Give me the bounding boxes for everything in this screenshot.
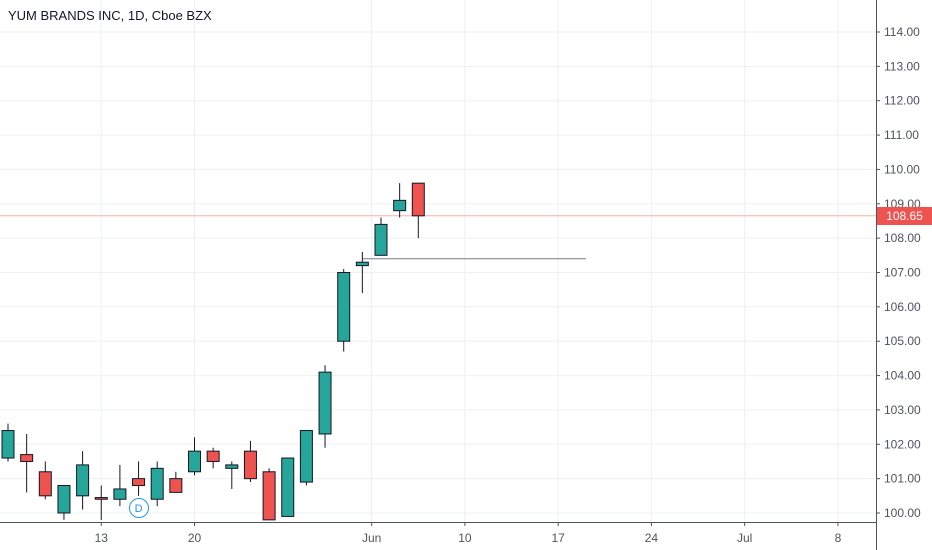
x-tick-label: 10 bbox=[458, 531, 472, 545]
y-tick-label: 101.00 bbox=[884, 472, 921, 486]
candle bbox=[411, 182, 425, 239]
candle-body bbox=[188, 450, 201, 473]
x-tick-label: 20 bbox=[188, 531, 202, 545]
candle-body bbox=[262, 471, 276, 521]
candle bbox=[1, 423, 15, 462]
x-tick-label: 24 bbox=[645, 531, 659, 545]
candle-body bbox=[38, 471, 52, 497]
candle-body bbox=[1, 430, 15, 459]
candle-body bbox=[299, 430, 313, 483]
y-tick-label: 108.00 bbox=[884, 231, 921, 245]
candle bbox=[113, 464, 127, 507]
candle bbox=[206, 447, 220, 469]
chart-title: YUM BRANDS INC, 1D, Cboe BZX bbox=[8, 8, 212, 23]
candle bbox=[188, 437, 201, 476]
candle bbox=[374, 217, 388, 256]
candle-body bbox=[337, 272, 351, 342]
candle bbox=[262, 468, 276, 521]
x-tick-label: 13 bbox=[95, 531, 109, 545]
y-tick-label: 112.00 bbox=[884, 94, 920, 108]
y-tick-label: 111.00 bbox=[884, 128, 919, 142]
x-tick-label: Jun bbox=[362, 531, 381, 545]
candle-body bbox=[113, 488, 127, 500]
candle bbox=[150, 461, 164, 507]
candle-body bbox=[169, 478, 183, 493]
candle bbox=[318, 365, 332, 448]
candle-body bbox=[150, 467, 164, 500]
y-tick-label: 114.00 bbox=[884, 25, 920, 39]
candle-body bbox=[20, 454, 34, 462]
candle bbox=[281, 457, 295, 517]
candle bbox=[337, 269, 351, 352]
candle-body bbox=[374, 223, 388, 256]
dividend-marker[interactable]: D bbox=[128, 498, 149, 518]
price-axis[interactable]: 100.00 101.00 102.00 103.00 104.00 105.00 106.… bbox=[876, 25, 921, 520]
y-tick-label: 106.00 bbox=[884, 300, 921, 314]
x-tick-label: Jul bbox=[737, 531, 752, 545]
y-tick-label: 107.00 bbox=[884, 266, 921, 280]
axes bbox=[0, 0, 877, 550]
x-tick-label: 17 bbox=[551, 531, 565, 545]
candle bbox=[243, 440, 257, 483]
candle bbox=[76, 451, 90, 510]
candle bbox=[57, 485, 71, 520]
last-price-label: 108.65 bbox=[877, 206, 932, 225]
candle bbox=[355, 251, 369, 294]
candle bbox=[393, 183, 407, 218]
candle-body bbox=[76, 464, 90, 497]
time-axis[interactable]: 13 20 Jun 10 17 24 Jul 8 bbox=[95, 522, 842, 545]
candle-body bbox=[132, 478, 146, 487]
y-tick-label: 103.00 bbox=[884, 403, 921, 417]
candle bbox=[38, 461, 52, 500]
y-tick-label: 113.00 bbox=[884, 59, 920, 73]
candle bbox=[299, 430, 313, 486]
candle bbox=[94, 485, 108, 520]
y-tick-label: 102.00 bbox=[884, 437, 921, 451]
candle bbox=[225, 461, 239, 489]
x-tick-label: 8 bbox=[835, 531, 842, 545]
grid bbox=[0, 0, 876, 522]
candle-body bbox=[225, 464, 239, 469]
y-tick-label: 100.00 bbox=[884, 506, 921, 520]
y-tick-label: 110.00 bbox=[884, 162, 920, 176]
candle-body bbox=[281, 457, 295, 517]
candle-body bbox=[411, 182, 425, 217]
candle bbox=[20, 433, 34, 493]
candle-body bbox=[393, 199, 407, 212]
y-tick-label: 105.00 bbox=[884, 334, 921, 348]
candles bbox=[1, 182, 425, 521]
candle-body bbox=[243, 450, 257, 480]
candle bbox=[169, 471, 183, 493]
candle-body bbox=[318, 371, 332, 435]
y-tick-label: 104.00 bbox=[884, 369, 921, 383]
candle bbox=[132, 461, 146, 496]
candle-body bbox=[57, 485, 71, 514]
candle-body bbox=[206, 450, 220, 462]
candle-body bbox=[355, 261, 369, 267]
candle-body bbox=[94, 497, 108, 500]
